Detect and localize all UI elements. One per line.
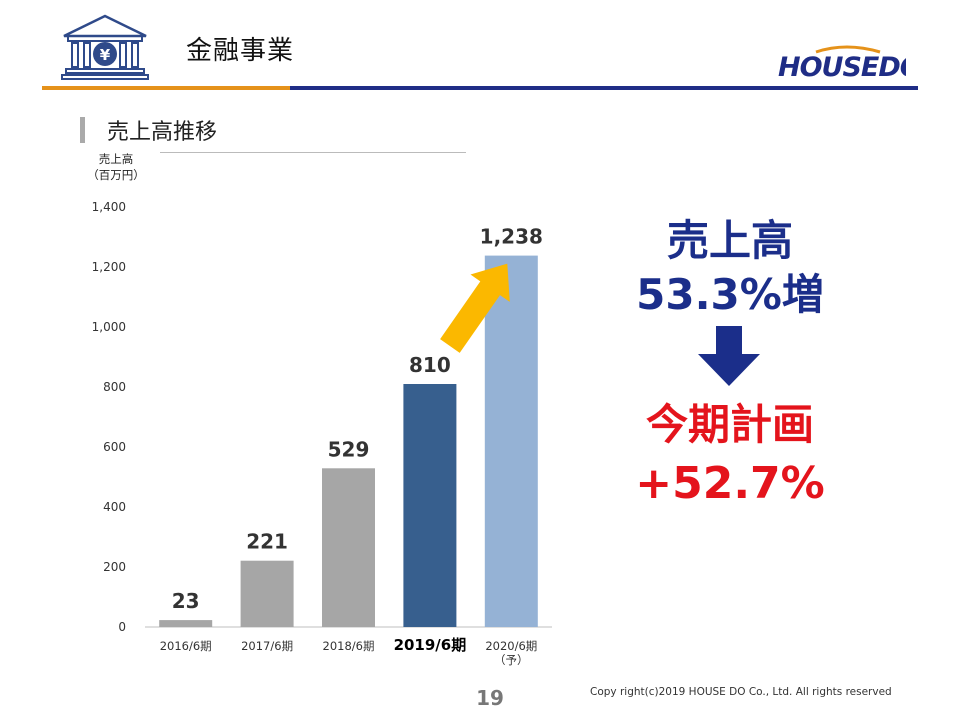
- y-axis-title: 売上高 （百万円）: [84, 151, 148, 183]
- y-tick-label: 600: [103, 440, 126, 454]
- down-arrow-icon: [694, 326, 764, 388]
- bank-yen-icon: ¥: [58, 12, 152, 82]
- page-title: 金融事業: [186, 36, 295, 66]
- bar: [159, 620, 213, 627]
- x-tick-label: 2016/6期: [160, 639, 212, 653]
- callout-plan-label: 今期計画: [645, 400, 814, 449]
- x-tick-label: 2020/6期: [485, 639, 537, 653]
- callout-sales-label: 売上高: [666, 216, 793, 265]
- header-rule-orange: [42, 86, 290, 90]
- y-axis-title-line2: （百万円）: [87, 168, 145, 182]
- y-tick-label: 0: [118, 620, 126, 634]
- bar: [240, 560, 294, 627]
- copyright-text: Copy right(c)2019 HOUSE DO Co., Ltd. All…: [590, 686, 892, 698]
- y-tick-label: 400: [103, 500, 126, 514]
- growth-arrow-icon: [440, 263, 510, 353]
- y-tick-label: 1,400: [92, 200, 126, 214]
- svg-text:¥: ¥: [100, 46, 111, 64]
- x-tick-label: 2017/6期: [241, 639, 293, 653]
- y-tick-label: 1,000: [92, 320, 126, 334]
- bar: [403, 384, 457, 627]
- section-marker: [80, 117, 85, 143]
- data-label: 1,238: [480, 225, 543, 249]
- data-label: 529: [328, 437, 370, 461]
- section-title: 売上高推移: [107, 120, 218, 145]
- header-rule-navy: [290, 86, 918, 90]
- x-tick-label: （予）: [494, 653, 529, 667]
- callout-plan-value: +52.7%: [635, 458, 825, 509]
- data-label: 221: [246, 530, 288, 554]
- page-number: 19: [476, 686, 504, 710]
- section-divider: [160, 152, 466, 153]
- bar: [484, 255, 538, 627]
- x-tick-label: 2018/6期: [323, 639, 375, 653]
- callout-growth-value: 53.3%増: [636, 270, 824, 319]
- y-tick-label: 1,200: [92, 260, 126, 274]
- y-tick-label: 800: [103, 380, 126, 394]
- bar: [322, 468, 375, 627]
- x-tick-label: 2019/6期: [394, 636, 467, 654]
- y-axis-title-line1: 売上高: [98, 152, 134, 166]
- data-label: 23: [172, 589, 200, 613]
- y-tick-label: 200: [103, 560, 126, 574]
- data-label: 810: [409, 353, 451, 377]
